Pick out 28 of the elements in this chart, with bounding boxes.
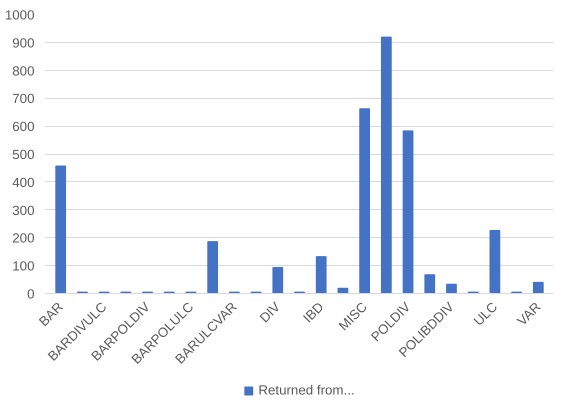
bar	[55, 165, 66, 294]
bar	[338, 288, 348, 294]
x-tick-label: IBD	[300, 299, 327, 326]
y-tick-label: 200	[12, 230, 35, 246]
bar	[402, 130, 414, 294]
bar	[380, 36, 392, 294]
y-tick-label: 1000	[4, 8, 35, 22]
y-tick-label: 400	[12, 174, 35, 190]
bar	[207, 241, 218, 294]
bar	[532, 282, 544, 294]
bar	[359, 108, 370, 294]
bar	[446, 284, 457, 294]
legend-label: Returned from...	[258, 382, 355, 398]
bar	[316, 256, 327, 294]
y-tick-label: 900	[12, 35, 35, 50]
y-tick-label: 500	[12, 147, 35, 162]
bar	[424, 274, 436, 294]
y-tick-label: 100	[12, 258, 35, 274]
y-tick-label: 300	[12, 202, 35, 218]
x-tick-label: ULC	[470, 298, 500, 329]
y-tick-label: 700	[12, 91, 35, 106]
y-tick-label: 800	[12, 63, 35, 78]
bar	[490, 230, 500, 294]
x-tick-label: DIV	[256, 299, 284, 326]
bar	[272, 267, 284, 294]
y-tick-label: 600	[12, 119, 35, 134]
x-tick-label: VAR	[514, 299, 544, 328]
y-tick-label: 0	[27, 286, 35, 302]
